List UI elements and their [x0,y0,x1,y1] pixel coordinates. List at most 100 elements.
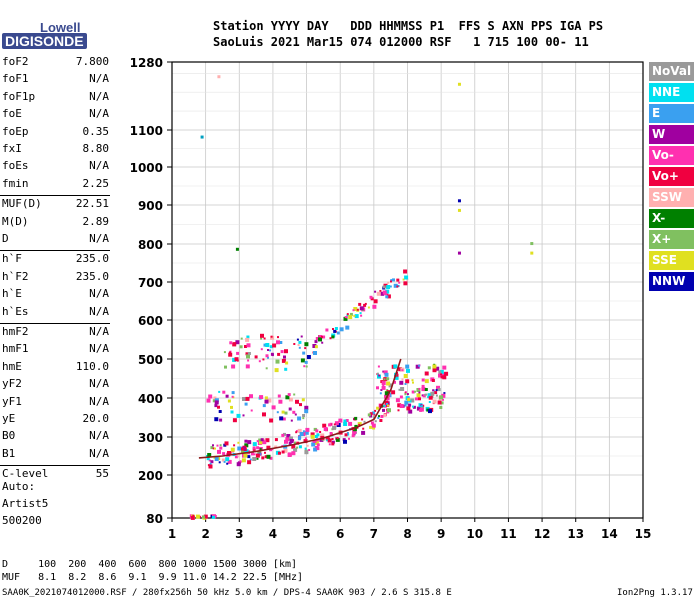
echo-point [252,442,257,447]
echo-point [415,397,418,401]
echo-point [416,393,421,398]
echo-point [405,379,410,384]
echo-point [256,440,259,443]
echo-point [376,372,379,375]
param-value: N/A [89,287,109,301]
outlier-point [235,247,239,251]
echo-point [298,436,302,439]
echo-point [269,418,274,423]
echo-point [339,327,344,332]
echo-point [389,285,392,288]
echo-point [380,389,383,391]
logo-text-digisonde: DIGISONDE [2,33,87,49]
param-row: h`F 235.0 [2,252,109,271]
param-value: 7.800 [75,55,109,68]
echo-point [265,438,270,443]
echo-point [295,399,299,404]
echo-point [233,444,236,447]
param-row: M(D) 2.89 [2,215,109,234]
echo-point [327,438,332,443]
echo-point [385,295,389,299]
echo-point [296,338,299,341]
echo-point [354,314,359,319]
param-value: N/A [89,89,109,103]
echo-point [314,345,318,349]
separator [0,465,110,467]
echo-point [435,366,440,371]
echo-point [210,460,214,464]
echo-point [271,405,276,410]
y-tick-label: 200 [138,469,163,483]
echo-point [212,399,216,403]
legend-item-nne: NNE [649,83,694,102]
echo-point [275,359,280,364]
echo-point [244,402,248,406]
echo-point [260,438,264,442]
echo-point [232,357,237,362]
echo-point [426,408,430,412]
echo-point [302,430,305,433]
echo-point [352,309,355,312]
echo-point [380,291,385,296]
echo-point [428,401,431,403]
echo-point [372,416,375,419]
echo-point [253,453,256,456]
echo-point [269,456,273,460]
echo-point [388,383,393,388]
echo-point [304,405,309,410]
y-tick-label: 600 [138,314,163,328]
param-name: B0 [2,429,16,443]
echo-point [432,364,437,369]
echo-point [430,391,435,396]
echo-point [386,389,389,391]
echo-point [245,364,250,369]
echo-point [374,290,377,293]
echo-point [227,451,231,455]
echo-point [219,446,223,450]
echo-point [297,416,302,421]
echo-point [410,398,415,403]
echo-point [264,451,266,454]
echo-point [231,391,235,395]
echo-point [318,335,323,339]
param-name: yF2 [2,377,22,391]
echo-point [386,294,391,299]
echo-point [214,404,218,408]
echo-point [301,398,305,402]
echo-point [376,406,380,410]
param-value: 8.80 [82,142,110,155]
echo-point [278,399,283,404]
echo-point [390,279,393,282]
echo-point [260,348,263,351]
x-tick-label: 10 [466,527,483,541]
echo-point [377,416,380,419]
echo-point [387,404,389,407]
echo-point [418,387,421,390]
echo-point [336,331,340,335]
y-tick-label: 1280 [130,56,163,70]
echo-point [404,400,409,405]
echo-point [386,377,390,381]
param-row: hmF1 N/A [2,342,109,361]
echo-point [326,439,329,442]
echo-point [440,401,444,405]
echo-point [293,447,298,452]
echo-point [190,515,195,520]
echo-point [386,397,390,401]
echo-point [231,395,234,398]
echo-point [222,390,226,394]
echo-point [395,373,399,377]
param-row: B0 N/A [2,429,109,448]
echo-point [354,416,358,420]
legend-item-e: E [649,104,694,123]
muf-row: MUF 8.1 8.2 8.6 9.1 9.9 11.0 14.2 22.5 [… [2,572,304,583]
echo-point [203,514,208,519]
param-row: yE 20.0 [2,412,109,431]
y-tick-label: 1000 [130,161,163,175]
echo-point [328,443,331,446]
echo-point [260,333,264,338]
echo-point [206,398,211,403]
param-value: 22.51 [75,197,109,211]
param-name: hmF2 [2,325,29,338]
echo-point [396,278,400,282]
